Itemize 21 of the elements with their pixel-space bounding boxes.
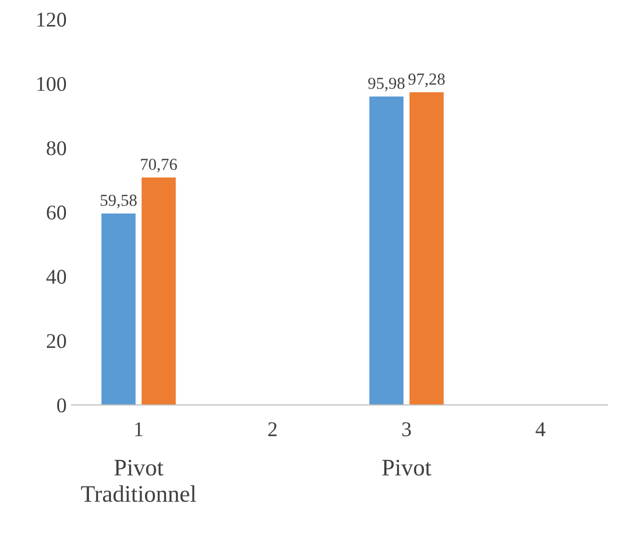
y-tick-label: 40 [46, 270, 66, 284]
y-tick-label: 80 [46, 141, 66, 156]
y-tick-label: 20 [46, 334, 66, 348]
data-label: 95,98 [368, 78, 405, 92]
data-label: 70,76 [141, 158, 177, 172]
text: Pivot Traditionnel [81, 460, 196, 502]
bar [369, 96, 404, 405]
x-tick-label: 2 [268, 422, 277, 436]
y-tick-label: 0 [57, 398, 66, 412]
x-tick-label: 3 [402, 422, 411, 436]
x-tick-label: 1 [135, 422, 143, 436]
y-tick-label: 120 [37, 12, 66, 27]
data-label: 97,28 [408, 74, 445, 88]
y-tick-label: 100 [37, 76, 66, 91]
x-tick-label: 4 [536, 422, 546, 436]
bar [410, 92, 444, 405]
bar [142, 178, 176, 405]
text: Pivot [382, 460, 432, 476]
bar [101, 213, 136, 405]
data-label: 59,58 [100, 194, 137, 208]
y-tick-label: 60 [46, 206, 66, 220]
